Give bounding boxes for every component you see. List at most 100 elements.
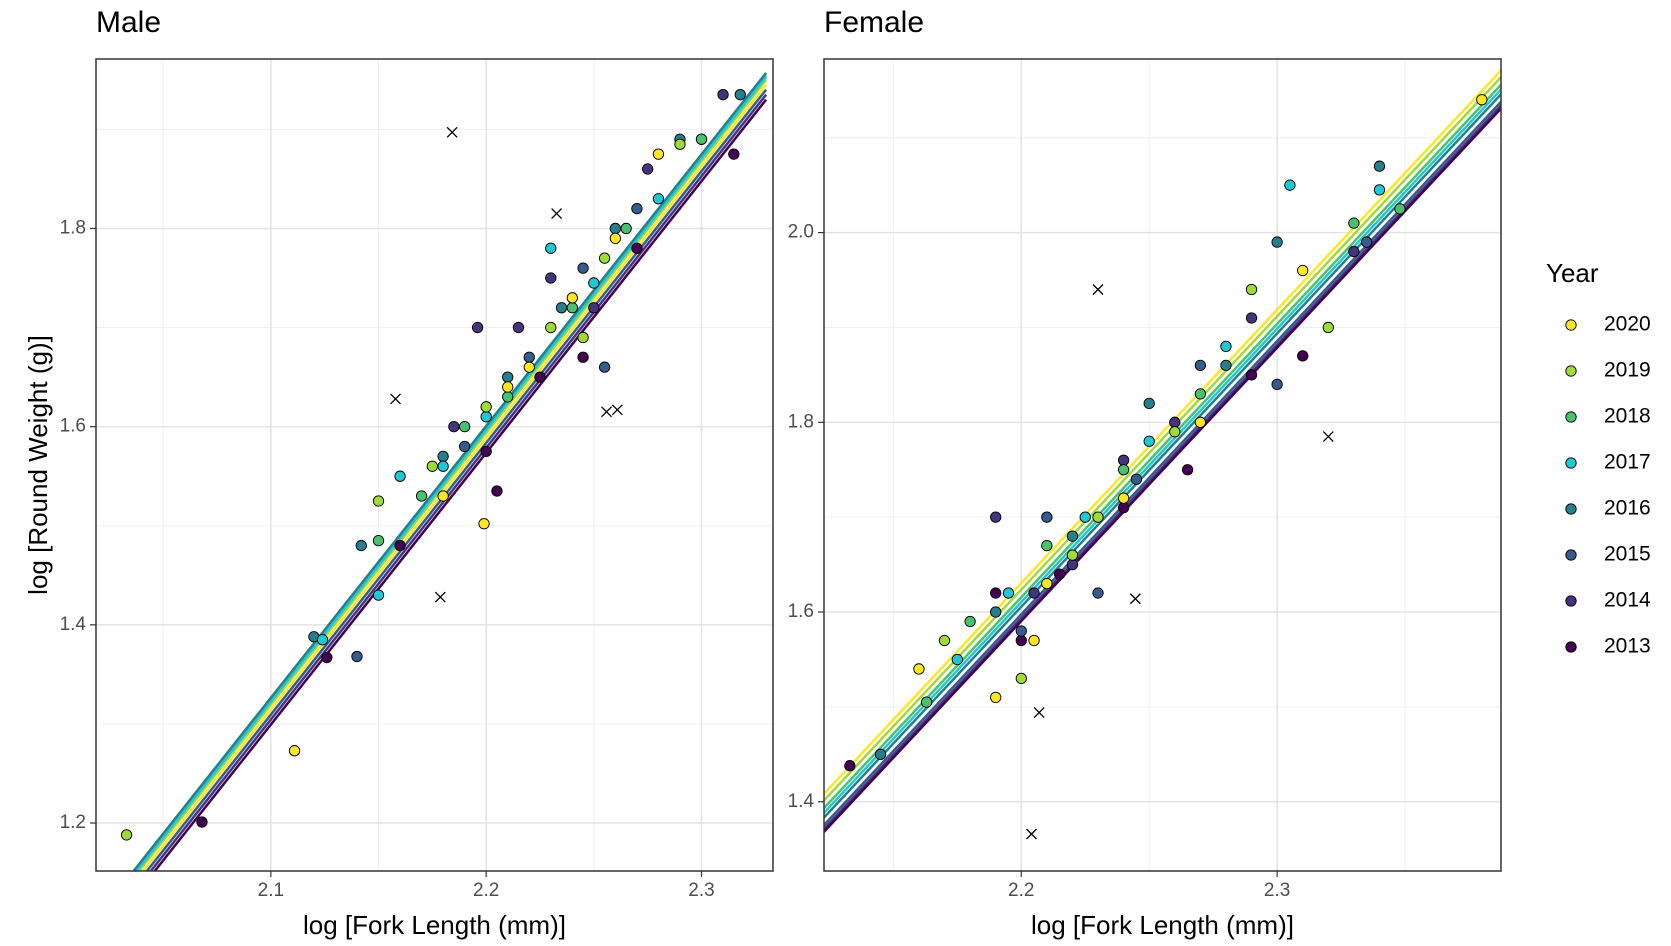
outlier [1026, 828, 1037, 840]
point [478, 518, 490, 530]
point [631, 242, 643, 254]
point [1169, 416, 1181, 428]
point [502, 391, 514, 403]
point [734, 89, 746, 101]
point [458, 440, 471, 453]
point [437, 460, 449, 472]
point [1322, 321, 1334, 334]
point [609, 222, 622, 235]
point [1041, 577, 1053, 590]
point [1284, 179, 1296, 191]
point [1194, 416, 1207, 428]
point [620, 222, 632, 235]
point [1117, 464, 1130, 476]
point [1143, 397, 1155, 409]
point [545, 272, 557, 284]
point [491, 485, 503, 497]
legend-label: 2019 [1604, 359, 1651, 382]
outlier [434, 591, 446, 603]
outlier [601, 406, 613, 418]
fit-line [153, 98, 768, 871]
point [437, 450, 449, 463]
point [652, 193, 665, 205]
legend-label: 2013 [1604, 635, 1651, 658]
point [990, 587, 1002, 599]
point [1143, 435, 1155, 447]
point [1194, 359, 1207, 372]
point [394, 470, 406, 482]
point [1476, 94, 1488, 106]
point [1245, 369, 1258, 381]
legend-label: 2016 [1604, 497, 1651, 520]
point [480, 401, 492, 413]
point [1220, 359, 1232, 372]
point [844, 760, 856, 772]
point [534, 371, 546, 383]
point [1028, 587, 1040, 599]
panel-title: Male [96, 6, 161, 39]
point [316, 634, 329, 646]
outlier [1129, 593, 1141, 605]
point [426, 460, 438, 472]
point [577, 331, 589, 344]
y-tick-label: 1.6 [60, 416, 86, 437]
point [1066, 530, 1079, 542]
fit-line [137, 79, 768, 871]
point [394, 539, 406, 552]
outlier [551, 208, 563, 220]
point [1271, 236, 1283, 248]
outlier [1092, 284, 1104, 295]
point [512, 321, 525, 334]
point [717, 89, 729, 101]
point [1066, 558, 1079, 571]
x-tick-label: 2.2 [1008, 880, 1034, 901]
point [1117, 454, 1130, 466]
y-tick-label: 1.6 [788, 601, 814, 622]
panel-title: Female [824, 6, 924, 39]
plot-area [120, 72, 768, 871]
point [1041, 539, 1053, 552]
legend-title: Year [1546, 258, 1599, 288]
point [1348, 217, 1360, 229]
point [609, 232, 622, 245]
point [1245, 312, 1258, 324]
point [938, 634, 951, 647]
point [1181, 464, 1194, 476]
point [964, 615, 976, 628]
plot-area [824, 68, 1501, 840]
point [577, 262, 589, 274]
x-tick-label: 2.2 [473, 880, 499, 901]
fit-line [824, 68, 1501, 796]
y-tick-label: 2.0 [788, 222, 814, 243]
fit-line [135, 76, 768, 871]
legend-label: 2014 [1604, 589, 1651, 612]
point [990, 691, 1002, 704]
fit-line [824, 75, 1501, 803]
point [351, 650, 363, 663]
point [1361, 236, 1373, 248]
point [545, 321, 557, 334]
point [913, 663, 925, 675]
point [372, 589, 385, 601]
point [652, 148, 665, 160]
point [1079, 511, 1091, 523]
outlier [1033, 707, 1045, 719]
point [1130, 473, 1143, 485]
point [1169, 426, 1181, 438]
legend-label: 2018 [1604, 405, 1651, 428]
fit-line [132, 72, 768, 871]
y-tick-label: 1.2 [60, 812, 86, 833]
point [288, 745, 301, 757]
point [695, 133, 708, 145]
point [1194, 388, 1207, 400]
fit-line [824, 103, 1501, 831]
point [480, 445, 492, 458]
point [372, 495, 385, 507]
point [555, 302, 568, 314]
fit-line [145, 88, 768, 871]
outlier [611, 404, 623, 416]
legend-swatch [1565, 549, 1577, 561]
point [545, 242, 557, 254]
fit-line [824, 106, 1501, 834]
point [1041, 511, 1053, 523]
